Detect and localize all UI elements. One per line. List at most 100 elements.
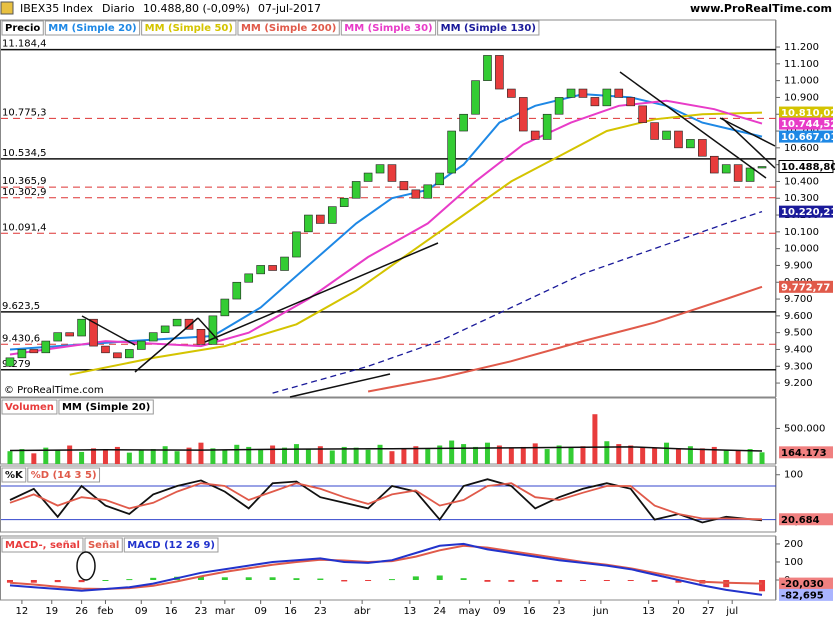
- y-tick-label: 100: [784, 470, 803, 481]
- volume-bar: [43, 447, 49, 464]
- price-level-label: 10.302,9: [2, 187, 47, 198]
- value-tag-label: 10.810,02: [781, 108, 835, 119]
- candle: [65, 332, 74, 337]
- candle: [29, 349, 39, 354]
- y-tick-label: 200: [784, 539, 803, 550]
- volume-bar: [473, 446, 479, 464]
- volume-bar: [401, 448, 407, 464]
- candle: [757, 166, 767, 169]
- period: Diario: [102, 2, 135, 15]
- candle: [530, 130, 540, 140]
- trendline: [289, 373, 391, 398]
- copyright: © ProRealTime.com: [4, 385, 104, 396]
- candle: [292, 231, 301, 258]
- y-tick-label: 11.100: [784, 59, 819, 70]
- histogram-bar: [197, 576, 204, 580]
- histogram-bar: [221, 577, 228, 580]
- app-icon: [0, 1, 14, 15]
- oscillator-line: [9, 478, 763, 524]
- legend-label: MM (Simple 30): [344, 23, 432, 34]
- volume-bar: [222, 450, 228, 464]
- volume-bar: [7, 451, 13, 464]
- x-tick-label: 24: [433, 606, 446, 617]
- volume-bar: [329, 450, 335, 464]
- moving-average: [272, 210, 763, 394]
- y-tick-label: 9.900: [784, 260, 813, 271]
- value-tag: [779, 446, 833, 459]
- histogram-bar: [78, 579, 85, 583]
- y-tick-label: 9.500: [784, 328, 813, 339]
- price-level-label: 9.623,5: [2, 301, 40, 312]
- candle: [351, 181, 361, 199]
- volume-bar: [270, 445, 276, 464]
- volume-bar: [532, 443, 538, 464]
- x-tick-label: 20: [672, 606, 685, 617]
- legend-label: MACD (12 26 9): [127, 540, 215, 551]
- candle: [316, 214, 325, 224]
- x-tick-label: may: [459, 606, 481, 617]
- volume-bar: [425, 449, 431, 464]
- candle: [160, 325, 170, 333]
- x-tick-label: 26: [75, 606, 88, 617]
- candle: [674, 130, 683, 149]
- volume-bar: [556, 445, 562, 464]
- x-tick-label: 19: [45, 606, 58, 617]
- price-level-label: 10.775,3: [2, 107, 47, 118]
- x-tick-label: 23: [195, 606, 208, 617]
- candle: [339, 197, 349, 207]
- x-tick-label: 12: [16, 606, 29, 617]
- price-level-label: 9.430,6: [2, 333, 40, 344]
- plots: 9.2009.3009.4009.5009.6009.7009.8009.900…: [0, 19, 835, 617]
- last-price: 10.488,80 (-0,09%): [143, 2, 250, 15]
- y-tick-label: 10.000: [784, 244, 819, 255]
- candle: [686, 139, 695, 149]
- volume-bar: [735, 450, 741, 464]
- volume-bar: [759, 452, 765, 464]
- y-tick-label: 11.200: [784, 42, 819, 53]
- trendline: [719, 117, 776, 147]
- candle: [459, 113, 468, 132]
- x-tick-label: 16: [284, 606, 297, 617]
- volume-bar: [699, 448, 705, 464]
- candle: [590, 97, 600, 107]
- moving-average: [367, 285, 763, 393]
- histogram-bar: [508, 579, 515, 582]
- volume-bar: [138, 450, 144, 464]
- histogram-bar: [627, 579, 634, 581]
- volume-bar: [365, 449, 371, 464]
- candle: [268, 265, 277, 271]
- histogram-bar: [556, 579, 563, 582]
- volume-bar: [747, 449, 753, 464]
- volume-bar: [31, 453, 37, 464]
- candle: [5, 357, 15, 367]
- value-tag: [779, 205, 833, 218]
- candle: [566, 88, 576, 98]
- volume-bar: [508, 448, 514, 464]
- x-tick-label: 13: [642, 606, 655, 617]
- histogram-bar: [54, 579, 61, 583]
- candle: [507, 88, 516, 98]
- candle: [721, 164, 731, 174]
- macd-line: [9, 542, 763, 596]
- date: 07-jul-2017: [258, 2, 321, 15]
- volume-bar: [79, 451, 85, 464]
- x-tick-label: mar: [215, 606, 236, 617]
- value-tag: [779, 130, 833, 143]
- candle: [77, 318, 86, 337]
- candle: [220, 298, 230, 317]
- histogram-bar: [126, 579, 133, 581]
- volume-bar: [640, 446, 646, 464]
- oscillator-line: [9, 482, 763, 521]
- value-tag-label: 10.667,01: [781, 132, 835, 143]
- volume-bar: [520, 446, 526, 464]
- y-tick-label: 11.000: [784, 76, 819, 87]
- candle: [650, 122, 659, 140]
- candle: [136, 340, 146, 350]
- value-tag-label: 10.488,80: [781, 162, 835, 173]
- candle: [113, 352, 122, 359]
- candle: [53, 332, 63, 342]
- candle: [101, 345, 110, 354]
- volume-bar: [258, 449, 264, 464]
- volume-bar: [675, 449, 681, 464]
